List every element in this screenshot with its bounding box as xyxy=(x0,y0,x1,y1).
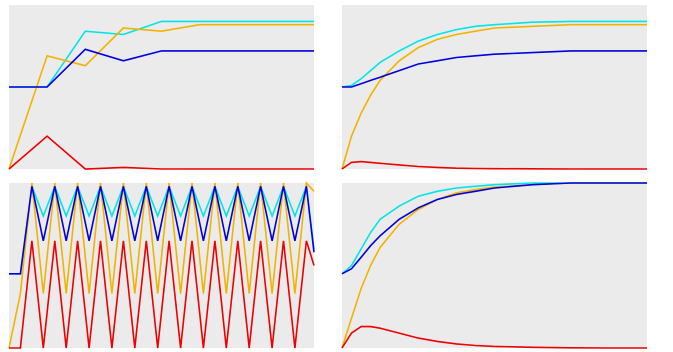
series-line-2 xyxy=(8,181,315,349)
series-line-1 xyxy=(9,184,315,275)
chart-panel-2 xyxy=(341,5,647,170)
series-line-4 xyxy=(8,135,314,170)
series-line-2 xyxy=(341,23,647,170)
chart-panel-1 xyxy=(8,5,314,170)
chart-panel-3 xyxy=(8,181,315,349)
chart-panel-4 xyxy=(341,182,647,349)
plot-background xyxy=(342,5,647,169)
series-line-2 xyxy=(8,23,314,170)
plot-background xyxy=(342,183,647,348)
plot-background xyxy=(9,5,314,169)
series-line-3 xyxy=(342,50,647,88)
series-line-4 xyxy=(341,160,647,170)
series-line-4 xyxy=(9,240,315,349)
series-line-3 xyxy=(9,48,314,88)
series-line-1 xyxy=(9,20,314,88)
series-line-4 xyxy=(341,325,647,349)
series-line-3 xyxy=(9,186,315,275)
series-line-1 xyxy=(341,20,647,88)
series-line-3 xyxy=(341,182,647,275)
